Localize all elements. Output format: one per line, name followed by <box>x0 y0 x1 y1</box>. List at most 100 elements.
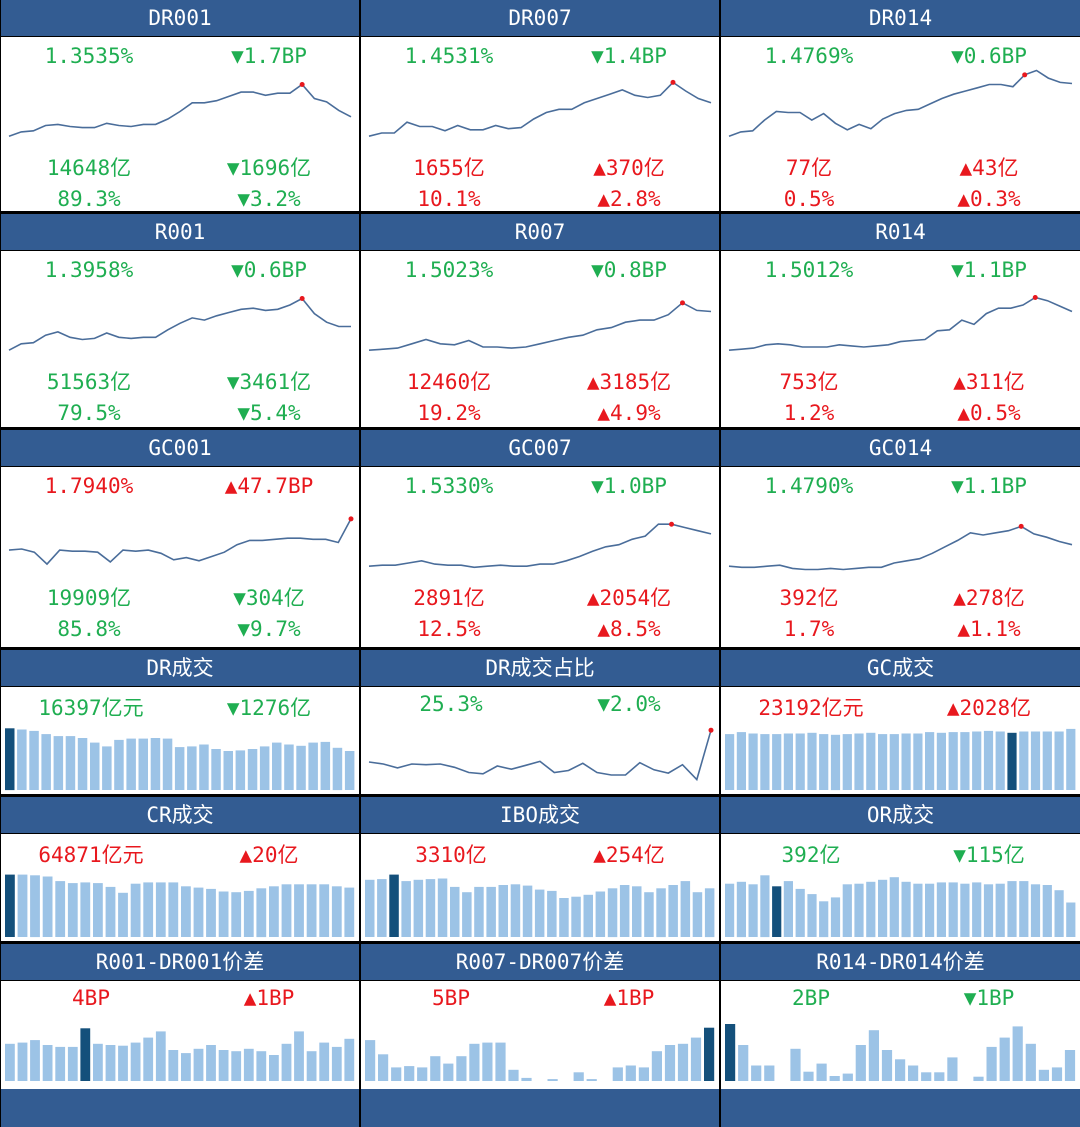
bar-2 <box>748 884 758 937</box>
bar-5 <box>783 733 793 790</box>
bar-1 <box>378 1054 389 1081</box>
rate-change: ▼1.1BP <box>951 258 1027 282</box>
bar-14 <box>889 734 899 790</box>
bar-23 <box>995 883 1005 937</box>
bar-16 <box>206 1045 216 1081</box>
bar-7 <box>816 1063 827 1081</box>
bar-15 <box>193 887 204 937</box>
share-value: 1.7% <box>783 617 835 641</box>
panel-title-ibo: IBO成交 <box>361 797 719 833</box>
bar-7 <box>456 1056 467 1081</box>
chart-or <box>725 875 1076 938</box>
rate-value: 1.4790% <box>764 474 854 498</box>
chart-dr014 <box>728 69 1073 137</box>
bar-25 <box>668 885 678 937</box>
panel-title-cr: CR成交 <box>1 797 359 833</box>
bar-22 <box>272 742 282 790</box>
panel-title-gc: GC成交 <box>721 650 1080 686</box>
bar-14 <box>181 886 191 937</box>
bar-17 <box>218 891 229 937</box>
share-value: 19.2% <box>417 401 481 425</box>
bar-22 <box>651 1051 662 1081</box>
share-value: 0.5% <box>783 187 835 211</box>
share-change: ▼3.2% <box>237 187 301 211</box>
bar-17 <box>211 749 221 790</box>
panel-r007: 1.5023% ▼0.8BP 12460亿 ▲3185亿 19.2% ▲4.9% <box>361 251 719 427</box>
summary-change: ▲1BP <box>243 986 295 1010</box>
bar-11 <box>854 733 864 790</box>
share-value: 85.8% <box>57 617 121 641</box>
share-value: 79.5% <box>57 401 121 425</box>
panel-title-dr: DR成交 <box>1 650 359 686</box>
panel-r007-dr007: 5BP ▲1BP <box>361 981 719 1089</box>
bar-27 <box>692 892 703 937</box>
panel-gc: 23192亿元 ▲2028亿 <box>721 687 1080 794</box>
chart-r001 <box>8 296 351 351</box>
bar-6 <box>80 1028 91 1081</box>
bar-21 <box>619 885 630 937</box>
rate-line <box>8 83 352 137</box>
summary-value: 16397亿元 <box>38 696 144 720</box>
bar-20 <box>256 888 267 938</box>
bar-21 <box>999 1037 1010 1081</box>
panel-title-or: OR成交 <box>721 797 1080 833</box>
summary-change: ▼2.0% <box>597 692 661 716</box>
bar-4 <box>772 734 782 790</box>
bar-18 <box>583 894 593 938</box>
bar-1 <box>736 732 746 790</box>
bar-3 <box>42 1045 53 1081</box>
bar-15 <box>193 1048 204 1081</box>
share-line <box>368 729 712 782</box>
panel-dr: 16397亿元 ▼1276亿 <box>1 687 359 794</box>
rate-value: 1.5012% <box>764 258 854 282</box>
bar-28 <box>1054 731 1064 790</box>
bar-1 <box>17 874 28 937</box>
bar-25 <box>690 1037 702 1081</box>
share-change: ▲8.5% <box>597 617 661 641</box>
panel-title-gc014: GC014 <box>721 430 1080 466</box>
panel-title-dr014: DR014 <box>721 0 1080 36</box>
bar-14 <box>889 877 899 937</box>
panel-or: 392亿 ▼115亿 <box>721 834 1080 941</box>
volume-change: ▲43亿 <box>959 156 1019 180</box>
bar-12 <box>150 738 161 790</box>
bar-18 <box>223 751 233 790</box>
bar-19 <box>948 882 958 937</box>
peak-marker <box>299 296 305 302</box>
rate-line <box>728 525 1073 571</box>
bar-7 <box>807 894 817 937</box>
summary-change: ▲20亿 <box>239 843 299 867</box>
summary-change: ▼1276亿 <box>226 696 312 720</box>
bar-26 <box>1030 884 1041 937</box>
bar-10 <box>486 886 496 937</box>
bar-12 <box>866 732 876 790</box>
bar-26 <box>1064 1050 1076 1081</box>
rate-value: 1.7940% <box>44 474 134 498</box>
rate-line <box>368 301 712 351</box>
bar-16 <box>206 888 216 937</box>
bar-2 <box>389 874 399 937</box>
bar-29 <box>1066 728 1076 790</box>
chart-cr <box>5 874 355 938</box>
bar-20 <box>986 1046 997 1081</box>
share-value: 12.5% <box>417 617 481 641</box>
bar-4 <box>55 881 66 937</box>
bar-25 <box>1019 881 1029 937</box>
bar-13 <box>878 879 888 937</box>
bar-1 <box>377 879 387 937</box>
bar-25 <box>319 1042 330 1081</box>
bar-24 <box>656 888 666 938</box>
bar-8 <box>105 1045 116 1081</box>
share-change: ▲0.5% <box>957 401 1021 425</box>
bar-2 <box>30 1040 40 1081</box>
bar-28 <box>704 888 715 938</box>
bar-21 <box>638 1067 649 1081</box>
peak-marker <box>669 521 675 527</box>
chart-gc007 <box>368 521 712 569</box>
bar-28 <box>344 751 355 790</box>
peak-marker <box>670 79 676 85</box>
bar-9 <box>830 734 841 791</box>
panel-gc001: 1.7940% ▲47.7BP 19909亿 ▼304亿 85.8% ▼9.7% <box>1 467 359 647</box>
panel-title-dr: DR成交占比 <box>361 650 719 686</box>
bar-1 <box>17 1042 28 1081</box>
